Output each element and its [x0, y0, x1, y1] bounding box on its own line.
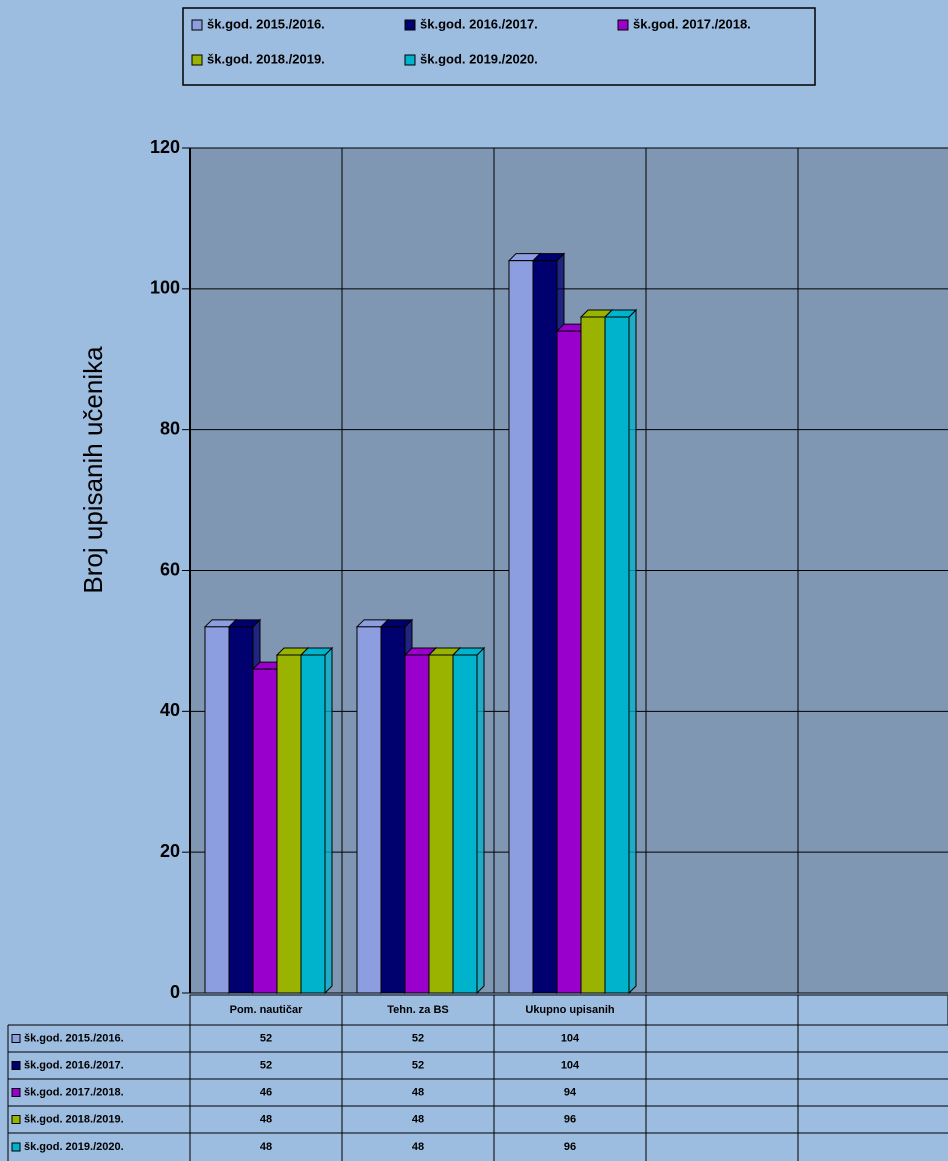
- legend-box: [182, 7, 816, 86]
- y-tick-label: 60: [160, 559, 180, 579]
- y-tick-label: 40: [160, 700, 180, 720]
- bar: [532, 260, 558, 994]
- table-row-label: šk.god. 2018./2019.: [24, 1113, 124, 1125]
- table-cell: 48: [260, 1113, 272, 1125]
- table-cell: 48: [412, 1113, 424, 1125]
- table-cell: 48: [412, 1141, 424, 1153]
- y-tick-label: 20: [160, 841, 180, 861]
- legend-swatch: [404, 19, 416, 31]
- bar: [252, 668, 278, 994]
- bar-side: [628, 308, 637, 995]
- table-cell: 104: [561, 1059, 580, 1071]
- legend-swatch: [191, 19, 203, 31]
- table-row-label: šk.god. 2019./2020.: [24, 1141, 124, 1153]
- table-swatch: [11, 1142, 21, 1152]
- table-swatch: [11, 1061, 21, 1070]
- legend-swatch: [191, 54, 203, 66]
- legend-label: šk.god. 2015./2016.: [207, 16, 325, 31]
- bar: [204, 626, 230, 994]
- bar: [404, 654, 430, 994]
- bar: [228, 626, 254, 994]
- y-tick-label: 80: [160, 418, 180, 438]
- y-axis-label: Broj upisanih učenika: [78, 346, 108, 594]
- table-row-label: šk.god. 2015./2016.: [24, 1032, 124, 1044]
- table-swatch: [11, 1088, 21, 1097]
- bar: [300, 654, 326, 994]
- legend-swatch: [617, 19, 629, 31]
- table-cell: 48: [412, 1086, 424, 1098]
- bar: [580, 316, 606, 994]
- legend-label: šk.god. 2017./2018.: [633, 16, 751, 31]
- bar: [604, 316, 630, 994]
- bar-side: [476, 646, 485, 995]
- table-cell: 52: [260, 1059, 272, 1071]
- bar: [356, 626, 382, 994]
- table-row-label: šk.god. 2017./2018.: [24, 1086, 124, 1098]
- bar: [556, 330, 582, 994]
- table-cell: 52: [412, 1032, 424, 1044]
- bar: [452, 654, 478, 994]
- y-tick-label: 100: [150, 278, 180, 298]
- table-cell: 96: [564, 1141, 576, 1153]
- legend-label: šk.god. 2018./2019.: [207, 51, 325, 66]
- table-swatch: [11, 1034, 21, 1043]
- table-cell: 48: [260, 1141, 272, 1153]
- y-tick-label: 120: [150, 137, 180, 157]
- y-tick-label: 0: [170, 982, 180, 1002]
- table-row-label: šk.god. 2016./2017.: [24, 1059, 124, 1071]
- legend-swatch: [404, 54, 416, 66]
- bar: [380, 626, 406, 994]
- table-header: Pom. nautičar: [230, 1004, 303, 1016]
- table-cell: 52: [260, 1032, 272, 1044]
- table-header: Tehn. za BS: [387, 1004, 449, 1016]
- bar: [428, 654, 454, 994]
- table-header: Ukupno upisanih: [525, 1004, 615, 1016]
- table-cell: 52: [412, 1059, 424, 1071]
- legend-label: šk.god. 2016./2017.: [420, 16, 538, 31]
- table-cell: 104: [561, 1032, 580, 1044]
- table-cell: 94: [564, 1086, 577, 1098]
- bar: [508, 260, 534, 994]
- table-swatch: [11, 1115, 21, 1124]
- bar: [276, 654, 302, 994]
- bar-side: [324, 646, 333, 995]
- legend-label: šk.god. 2019./2020.: [420, 51, 538, 66]
- table-cell: 96: [564, 1113, 576, 1125]
- table-cell: 46: [260, 1086, 272, 1098]
